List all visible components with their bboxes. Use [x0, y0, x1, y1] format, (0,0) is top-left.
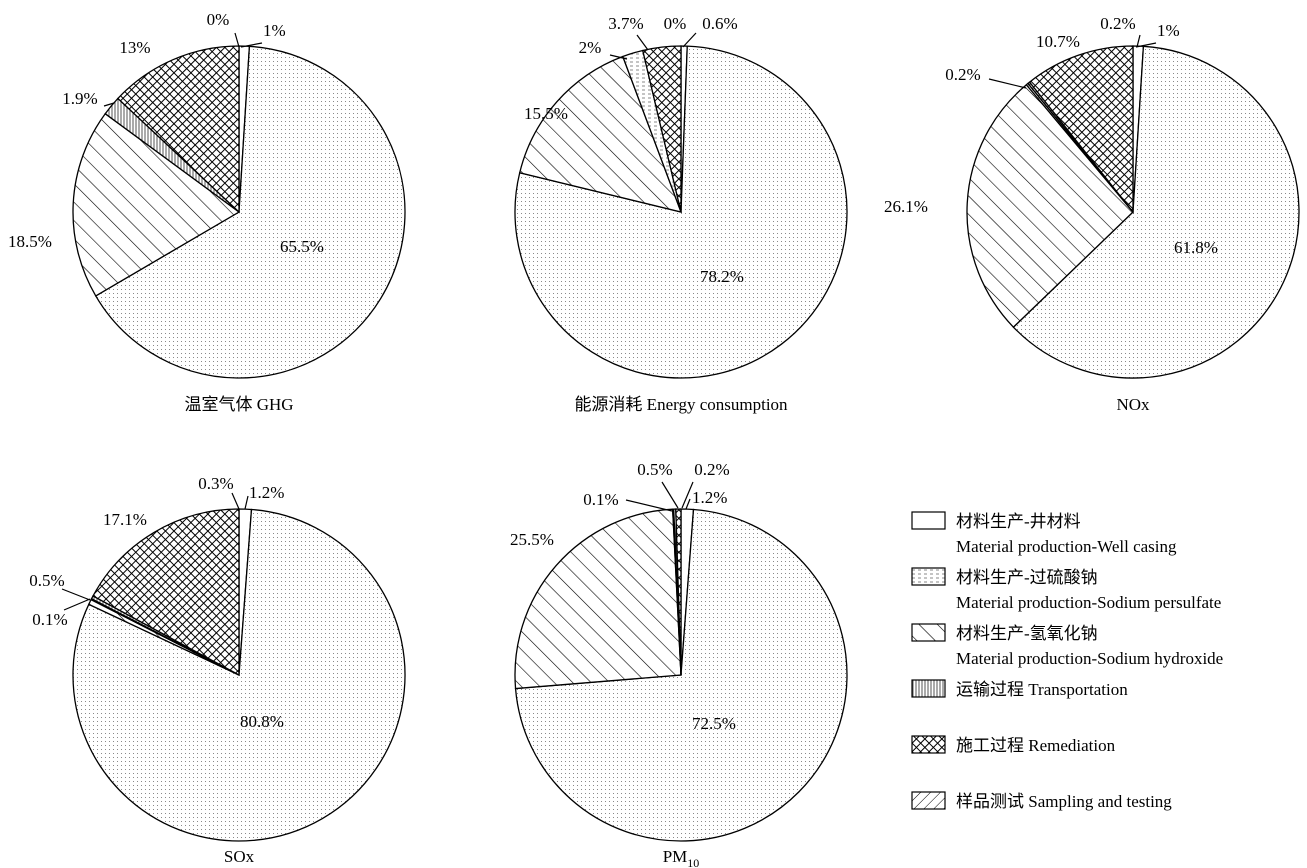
legend-label-en: Material production-Well casing — [956, 537, 1177, 556]
data-label-well-casing: 1.2% — [692, 488, 727, 507]
data-label-sampling: 65.5% — [280, 237, 324, 256]
data-label-transportation: 1.9% — [62, 89, 97, 108]
chart-title: SOx — [224, 847, 255, 866]
legend-item-sampling: 样品测试 Sampling and testing — [911, 791, 1172, 811]
legend-label: 样品测试 Sampling and testing — [956, 792, 1172, 811]
pie-slice-sodium-hydroxide — [72, 112, 241, 297]
leader-line — [685, 498, 691, 510]
pies-layer: 1% 0% 18.5% 1.9% 13% 65.5% 温室气体 GHG 0.6% 2% 15.5%… — [8, 10, 1300, 868]
data-label-sampling: 72.5% — [692, 714, 736, 733]
data-label-sodium-hydroxide: 18.5% — [8, 232, 52, 251]
data-label-remediation: 13% — [119, 38, 150, 57]
data-label-sodium-persulfate: 0.2% — [1100, 14, 1135, 33]
data-label-sodium-hydroxide: 26.1% — [884, 197, 928, 216]
pie-slice-remediation — [1028, 45, 1134, 214]
leader-line — [636, 34, 649, 51]
data-label-sampling: 61.8% — [1174, 238, 1218, 257]
pie-slice-sodium-hydroxide — [966, 83, 1134, 329]
data-label-remediation: 17.1% — [103, 510, 147, 529]
leader-line — [240, 42, 263, 48]
leader-line — [61, 588, 91, 601]
legend-label-zh: 材料生产-井材料 — [956, 512, 1081, 531]
data-label-transportation: 0.2% — [945, 65, 980, 84]
legend-label-zh: 材料生产-过硫酸钠 — [956, 568, 1098, 587]
pie-slice-sodium-hydroxide — [518, 55, 683, 213]
pie-slice-sampling — [94, 45, 406, 379]
leader-line — [988, 78, 1027, 89]
pie-slice-remediation — [675, 508, 682, 676]
leader-line — [681, 481, 694, 509]
legend-label-en: Material production-Sodium hydroxide — [956, 649, 1223, 668]
pie-chart-2: 0.6% 2% 15.5% 0% 3.7% 78.2% 能源消耗 Energy consum… — [514, 14, 848, 414]
chart-title-subscript: 10 — [687, 856, 699, 868]
data-label-sodium-persulfate: 0.1% — [32, 610, 67, 629]
pie-slice-sodium-hydroxide — [514, 508, 682, 690]
leader-line — [1135, 42, 1157, 48]
leader-line — [1136, 34, 1141, 48]
pie-slice-remediation — [116, 45, 240, 214]
data-label-well-casing: 1.2% — [249, 483, 284, 502]
pie-slice-remediation — [92, 508, 240, 677]
legend-item-transportation: 运输过程 Transportation — [911, 679, 1128, 699]
legend-label: 运输过程 Transportation — [956, 680, 1128, 699]
leader-line — [234, 32, 240, 48]
pie-chart-4: 1.2% 0.1% 0.5% 0.3% 17.1% 80.8% SOx — [29, 474, 406, 866]
pie-chart-5: 1.2% 0.1% 25.5% 0.2% 0.5% 72.5% PM10 — [510, 460, 848, 868]
leader-line — [231, 492, 240, 510]
data-label-remediation: 10.7% — [1036, 32, 1080, 51]
data-label-sodium-hydroxide: 0.5% — [29, 571, 64, 590]
chart-title: PM10 — [663, 847, 700, 868]
data-label-sodium-hydroxide: 15.5% — [524, 104, 568, 123]
legend-swatch — [911, 679, 946, 698]
leader-line — [625, 499, 673, 512]
legend-label-zh: 材料生产-氢氧化钠 — [956, 624, 1098, 643]
data-label-transportation: 0.3% — [198, 474, 233, 493]
data-label-sodium-persulfate: 2% — [579, 38, 602, 57]
data-label-well-casing: 0.6% — [702, 14, 737, 33]
leader-line — [63, 598, 91, 611]
chart-title: 温室气体 GHG — [184, 395, 293, 414]
legend-swatch — [911, 735, 946, 754]
data-label-well-casing: 1% — [1157, 21, 1180, 40]
data-label-remediation: 3.7% — [608, 14, 643, 33]
pie-slice-remediation — [641, 45, 682, 213]
chart-title: NOx — [1116, 395, 1150, 414]
legend-label-en: Material production-Sodium persulfate — [956, 593, 1221, 612]
legend-item-well-casing: 材料生产-井材料 Material production-Well casing — [911, 511, 1177, 556]
pie-chart-1: 1% 0% 18.5% 1.9% 13% 65.5% 温室气体 GHG — [8, 10, 406, 414]
data-label-sodium-persulfate: 0.1% — [583, 490, 618, 509]
legend-swatch — [911, 623, 946, 642]
legend-label: 施工过程 Remediation — [956, 736, 1116, 755]
data-label-sodium-persulfate: 0% — [207, 10, 230, 29]
leader-line — [661, 481, 679, 509]
data-label-well-casing: 1% — [263, 21, 286, 40]
pie-chart-3: 1% 0.2% 26.1% 0.2% 10.7% 61.8% NOx — [884, 14, 1300, 414]
legend-swatch — [911, 791, 946, 810]
data-label-transportation: 0% — [664, 14, 687, 33]
legend-item-remediation: 施工过程 Remediation — [911, 735, 1116, 755]
data-label-sampling: 80.8% — [240, 712, 284, 731]
leader-line — [103, 102, 115, 107]
leader-line — [682, 32, 697, 48]
legend-item-sodium-persulfate: 材料生产-过硫酸钠 Material production-Sodium pers… — [911, 567, 1221, 612]
leader-line — [244, 495, 249, 510]
data-label-remediation: 0.5% — [637, 460, 672, 479]
chart-title: 能源消耗 Energy consumption — [574, 395, 788, 414]
legend-swatch — [911, 511, 946, 530]
leader-line — [609, 54, 628, 60]
legend-item-sodium-hydroxide: 材料生产-氢氧化钠 Material production-Sodium hydr… — [911, 623, 1223, 668]
data-label-transportation: 0.2% — [694, 460, 729, 479]
data-label-sodium-hydroxide: 25.5% — [510, 530, 554, 549]
data-label-sampling: 78.2% — [700, 267, 744, 286]
legend-swatch — [911, 567, 946, 586]
pie-slice-sampling — [1012, 45, 1300, 379]
